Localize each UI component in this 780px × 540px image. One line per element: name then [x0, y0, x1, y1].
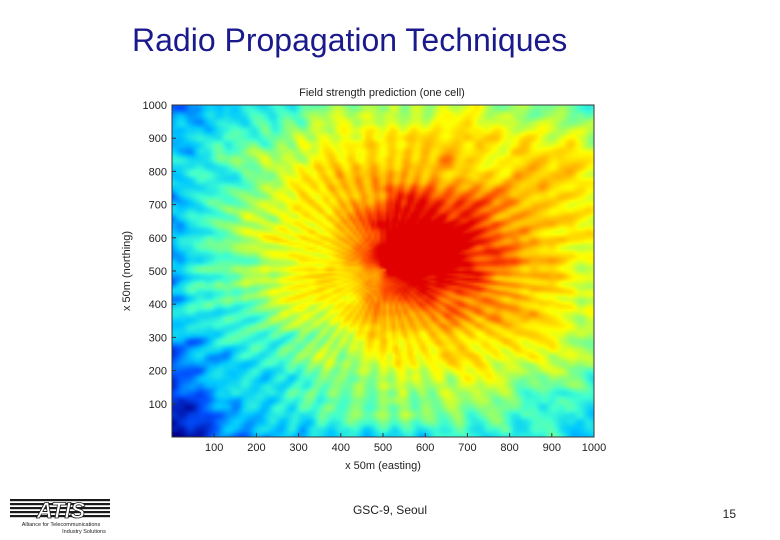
heatmap-plot	[172, 105, 594, 437]
x-tick-label: 200	[247, 442, 265, 454]
y-tick-label: 100	[149, 399, 167, 411]
field-strength-raster	[172, 105, 594, 437]
logo-wordmark: ATIS	[36, 498, 86, 523]
slide-title: Radio Propagation Techniques	[132, 22, 568, 58]
x-tick-label: 700	[458, 442, 476, 454]
y-tick-label: 600	[149, 233, 167, 245]
y-tick-label: 500	[149, 266, 167, 278]
x-tick-label: 100	[205, 442, 223, 454]
y-tick-label: 400	[149, 299, 167, 311]
y-tick-label: 1000	[143, 100, 167, 112]
footer-text: GSC-9, Seoul	[352, 503, 428, 517]
x-tick-label: 1000	[582, 442, 606, 454]
x-tick-label: 800	[500, 442, 518, 454]
logo-tagline-1: Alliance for Telecommunications	[22, 522, 101, 528]
y-axis-ticks: 100 200 300 400 500 600 700 800 900 1000	[143, 100, 176, 411]
y-tick-label: 800	[149, 166, 167, 178]
y-tick-label: 700	[149, 200, 167, 212]
chart-title: Field strength prediction (one cell)	[299, 87, 465, 99]
logo-stripes	[10, 499, 110, 518]
x-tick-label: 400	[332, 442, 350, 454]
x-axis-label: x 50m (easting)	[345, 460, 421, 472]
x-tick-label: 300	[289, 442, 307, 454]
page-number: 15	[722, 507, 736, 521]
x-tick-label: 500	[374, 442, 392, 454]
y-tick-label: 300	[149, 332, 167, 344]
y-tick-label: 200	[149, 366, 167, 378]
y-axis-label: x 50m (northing)	[121, 231, 133, 311]
logo-tagline-2: Industry Solutions	[62, 529, 106, 535]
x-axis-ticks: 100 200 300 400 500 600 700 800 900 1000	[205, 433, 606, 454]
x-tick-label: 600	[416, 442, 434, 454]
x-tick-label: 900	[543, 442, 561, 454]
field-strength-chart: Field strength prediction (one cell) 100…	[121, 87, 606, 472]
atis-logo: ATIS Alliance for Telecommunications Ind…	[10, 498, 110, 535]
y-tick-label: 900	[149, 133, 167, 145]
